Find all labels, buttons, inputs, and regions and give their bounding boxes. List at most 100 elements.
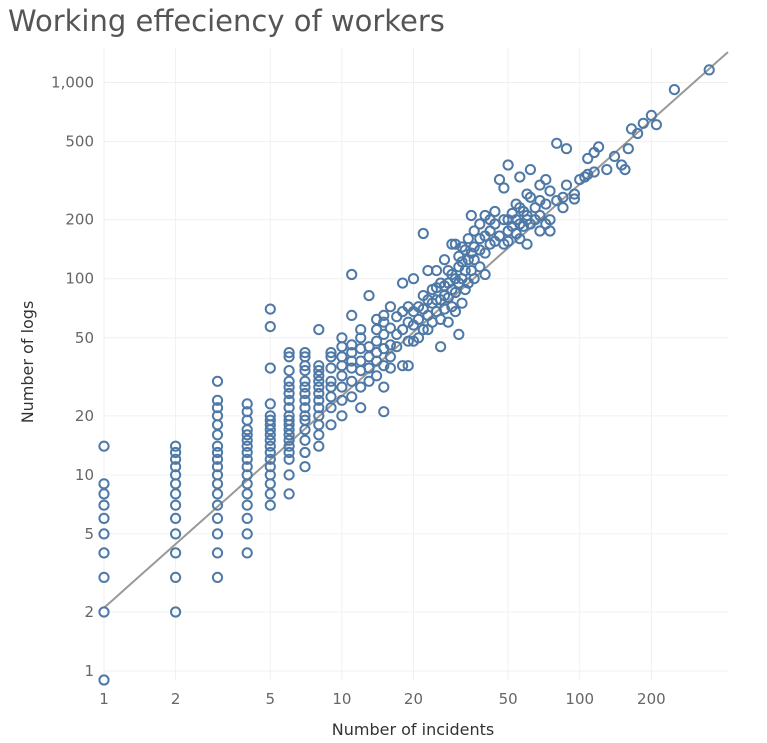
data-point (465, 209, 477, 222)
data-point (299, 375, 311, 387)
data-point (170, 571, 182, 584)
data-point (551, 195, 563, 207)
data-point (544, 185, 556, 197)
data-point (363, 341, 375, 353)
data-point (650, 119, 663, 131)
data-point (170, 461, 182, 473)
data-point (211, 512, 224, 525)
data-point (493, 174, 506, 186)
data-point (378, 381, 390, 393)
data-point (557, 202, 569, 214)
data-point (412, 313, 425, 325)
data-point (442, 316, 454, 328)
data-point (384, 322, 396, 334)
data-point (459, 265, 471, 277)
data-point (313, 394, 325, 406)
data-point (355, 355, 367, 367)
data-point (397, 324, 409, 336)
data-point (355, 381, 367, 393)
y-axis-ticks: 1 2 5 10 20 50 100 200 500 1,000 (51, 74, 94, 680)
data-point (211, 461, 224, 473)
data-point (384, 362, 396, 374)
y-tick-label: 20 (75, 407, 94, 425)
data-point (299, 410, 311, 422)
data-point (462, 254, 474, 266)
data-point (346, 375, 358, 387)
data-point (283, 469, 295, 481)
data-point (313, 419, 325, 431)
data-point (645, 109, 658, 122)
data-point (568, 188, 581, 200)
data-point (402, 335, 414, 347)
data-point (608, 150, 621, 162)
data-point (299, 414, 311, 426)
data-point (378, 328, 390, 340)
data-point (264, 410, 276, 422)
x-tick-label: 100 (565, 690, 594, 708)
data-point (560, 143, 573, 155)
data-point (313, 365, 325, 377)
data-point (557, 191, 569, 203)
data-point (283, 414, 295, 426)
y-tick-label: 10 (75, 466, 94, 484)
data-point (170, 446, 182, 459)
data-point (449, 286, 461, 299)
data-point (283, 402, 295, 414)
data-point (299, 461, 311, 473)
data-point (98, 440, 110, 452)
data-point (264, 434, 276, 446)
data-point (355, 332, 367, 344)
data-point (264, 321, 276, 333)
data-point (283, 434, 295, 446)
data-point (521, 238, 533, 250)
data-point (468, 241, 480, 253)
data-point (264, 414, 276, 426)
data-point (514, 171, 526, 183)
data-point (582, 152, 594, 165)
data-point (378, 360, 390, 372)
data-point (241, 398, 253, 410)
data-point (264, 499, 276, 511)
data-point (211, 528, 224, 540)
data-point (524, 164, 537, 176)
data-point (211, 547, 224, 559)
data-point (489, 205, 501, 218)
data-point (313, 387, 325, 400)
data-point (435, 341, 447, 353)
data-point (211, 440, 224, 452)
data-point (493, 230, 506, 242)
data-point (241, 488, 253, 500)
data-point (299, 381, 311, 393)
chart-title: Working effeciency of workers (8, 4, 445, 38)
x-tick-label: 2 (171, 690, 181, 708)
data-point (313, 410, 325, 422)
data-point (241, 434, 253, 446)
x-tick-label: 10 (332, 690, 351, 708)
data-point (430, 265, 443, 277)
data-point (299, 446, 311, 459)
data-point (355, 324, 367, 336)
data-point (336, 394, 348, 406)
y-tick-label: 1,000 (51, 74, 94, 92)
data-point (299, 387, 311, 400)
data-point (619, 164, 631, 176)
data-point (502, 159, 514, 171)
data-point (498, 214, 510, 226)
data-point (521, 188, 533, 200)
data-point (622, 143, 634, 155)
data-point (170, 606, 182, 618)
data-point (241, 406, 253, 418)
data-point (346, 309, 358, 321)
y-tick-label: 2 (84, 603, 94, 621)
data-point (313, 324, 325, 336)
data-point (534, 209, 546, 222)
data-point (474, 218, 486, 230)
data-point (98, 478, 110, 490)
data-point (462, 233, 474, 245)
data-point (371, 370, 383, 382)
data-point (170, 469, 182, 481)
data-point (241, 499, 253, 511)
data-point (283, 453, 295, 465)
data-point (170, 547, 182, 559)
y-tick-label: 100 (65, 270, 94, 288)
